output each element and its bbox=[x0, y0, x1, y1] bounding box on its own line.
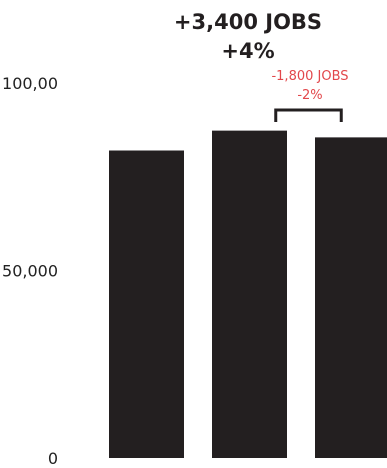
bar-2 bbox=[212, 130, 287, 458]
recent-change-jobs-label: -1,800 JOBS bbox=[271, 69, 348, 84]
bars-group bbox=[109, 130, 387, 458]
y-axis-ticks: 100,00 50,000 0 bbox=[2, 74, 58, 468]
recent-change-bracket bbox=[274, 108, 343, 122]
bar-1 bbox=[109, 150, 184, 458]
recent-change-percent-label: -2% bbox=[297, 88, 322, 103]
total-change-jobs-label: +3,400 JOBS bbox=[174, 10, 322, 34]
y-tick-label-3: 0 bbox=[48, 449, 58, 468]
total-change-percent-label: +4% bbox=[221, 39, 274, 63]
y-tick-label-2: 50,000 bbox=[2, 262, 58, 281]
y-tick-label-1: 100,00 bbox=[2, 74, 58, 93]
bar-3 bbox=[315, 137, 387, 458]
